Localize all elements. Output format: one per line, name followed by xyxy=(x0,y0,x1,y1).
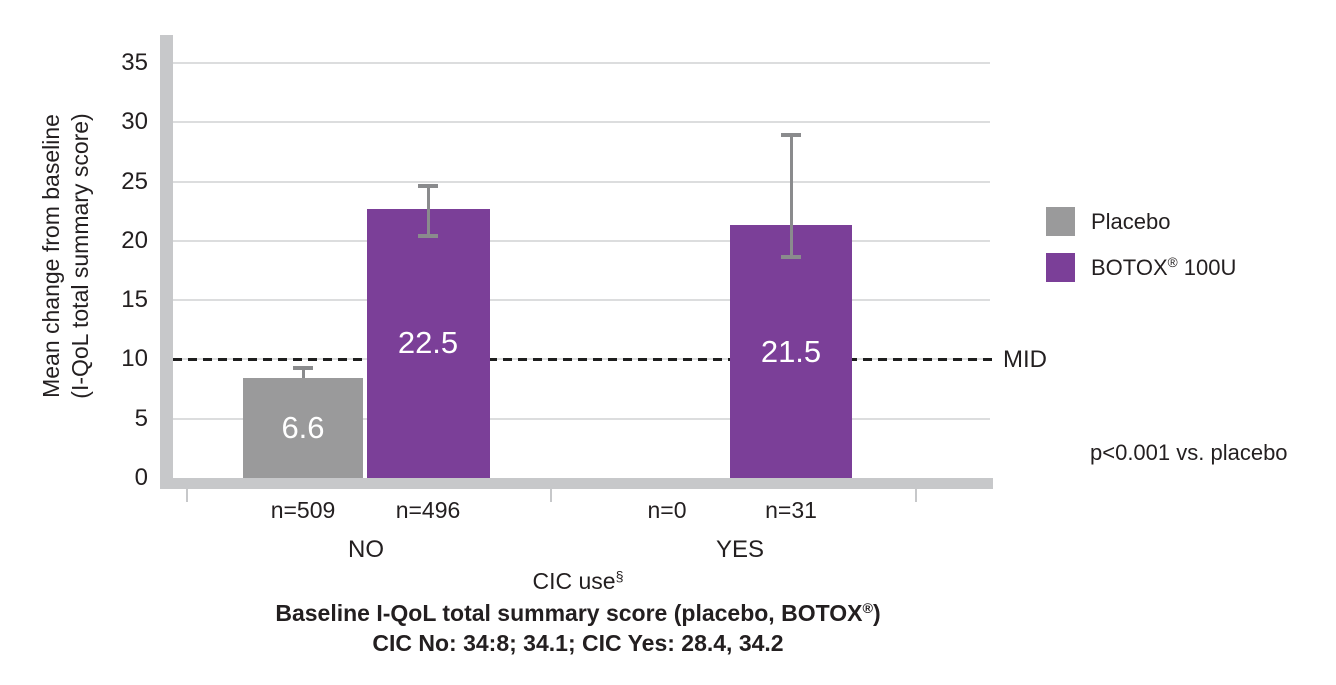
mid-reference-label: MID xyxy=(1003,346,1047,373)
footnote-line1-text: Baseline I-QoL total summary score (plac… xyxy=(275,600,863,626)
y-tick-label-15: 15 xyxy=(121,286,148,314)
y-tick-label-10: 10 xyxy=(121,345,148,373)
bar-placebo-no: 6.6 xyxy=(243,378,363,478)
error-bar-stem xyxy=(301,366,305,379)
error-bar-cap-top xyxy=(293,365,313,370)
p-value-annotation: p<0.001 vs. placebo xyxy=(1090,440,1288,465)
category-label-yes: YES xyxy=(715,536,765,563)
section-symbol: § xyxy=(615,569,624,586)
error-bar-stem xyxy=(789,134,793,258)
legend-swatch-placebo xyxy=(1046,207,1075,236)
x-axis-title-text: CIC use xyxy=(532,568,616,594)
y-tick-label-5: 5 xyxy=(134,404,148,432)
y-tick-label-20: 20 xyxy=(121,226,148,254)
n-count-label: n=31 xyxy=(765,497,817,523)
bar-botox-100u-yes: 21.5 xyxy=(730,225,852,478)
y-axis-title-line1: Mean change from baseline xyxy=(38,114,64,398)
gridline-y30 xyxy=(173,121,990,124)
legend-item-placebo: Placebo xyxy=(1046,207,1236,236)
error-bar-cap-top xyxy=(781,133,801,138)
category-label-no: NO xyxy=(348,536,384,563)
bar-value-label: 6.6 xyxy=(281,410,325,446)
legend-swatch-botox xyxy=(1046,253,1075,282)
error-bar-cap-bottom xyxy=(418,234,438,239)
gridline-y20 xyxy=(173,239,990,242)
legend-label-botox-text: BOTOX xyxy=(1091,254,1168,280)
n-count-label: n=509 xyxy=(270,497,336,523)
y-tick-label-0: 0 xyxy=(134,464,148,491)
y-tick-label-35: 35 xyxy=(121,48,148,76)
bar-value-label: 22.5 xyxy=(397,325,459,361)
legend-item-botox: BOTOX® 100U xyxy=(1046,253,1236,282)
legend: Placebo BOTOX® 100U xyxy=(1046,207,1236,299)
footnote-line1-close: ) xyxy=(872,600,881,626)
x-tick-mark-0 xyxy=(186,489,188,502)
gridline-y25 xyxy=(173,180,990,183)
legend-label-placebo-text: Placebo xyxy=(1091,208,1171,234)
gridline-y5 xyxy=(173,417,990,420)
x-tick-mark-1 xyxy=(550,489,552,502)
x-axis-baseline xyxy=(160,478,993,489)
legend-label-botox: BOTOX® 100U xyxy=(1091,255,1236,281)
y-axis-spine xyxy=(160,35,173,488)
footnote-cic-values: CIC No: 34:8; 34.1; CIC Yes: 28.4, 34.2 xyxy=(372,630,784,656)
error-bar-cap-bottom xyxy=(781,255,801,260)
error-bar-cap-top xyxy=(418,184,438,189)
n-count-label: n=496 xyxy=(395,497,461,523)
y-tick-label-30: 30 xyxy=(121,108,148,136)
registered-trademark-symbol: ® xyxy=(1167,255,1178,270)
gridline-y35 xyxy=(173,61,990,64)
bar-botox-100u-no: 22.5 xyxy=(366,208,490,478)
error-bar-stem xyxy=(426,185,430,237)
bar-value-label: 21.5 xyxy=(760,333,822,369)
legend-label-botox-dose: 100U xyxy=(1177,254,1237,280)
x-tick-mark-2 xyxy=(915,489,917,502)
y-tick-label-25: 25 xyxy=(121,167,148,195)
footnote-baseline-score: Baseline I-QoL total summary score (plac… xyxy=(158,601,998,630)
x-axis-title: CIC use§ xyxy=(158,569,998,598)
gridline-y15 xyxy=(173,299,990,302)
mid-reference-line xyxy=(173,358,993,362)
registered-trademark-symbol: ® xyxy=(862,601,873,618)
legend-label-placebo: Placebo xyxy=(1091,209,1171,235)
n-count-label: n=0 xyxy=(647,497,687,523)
